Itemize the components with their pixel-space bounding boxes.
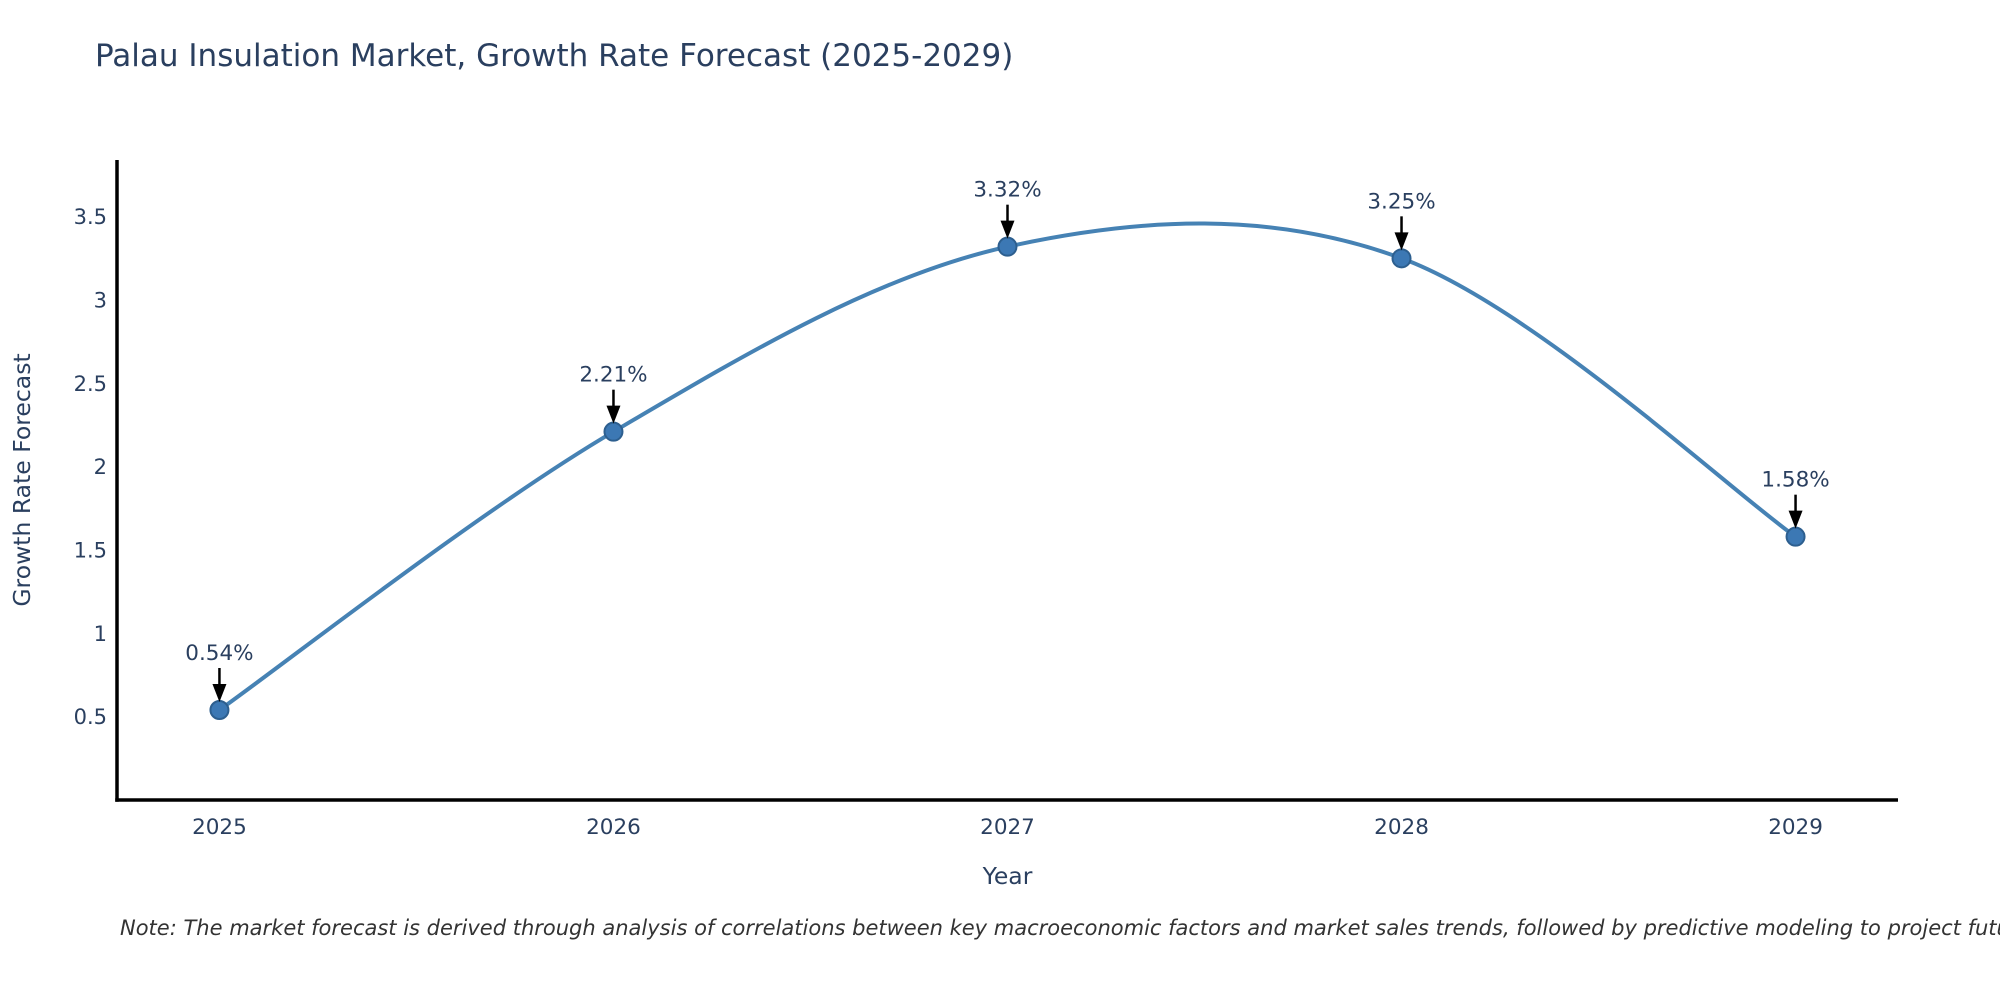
data-point-2026 (603, 421, 624, 442)
data-point-2028 (1391, 248, 1412, 269)
y-tick-label: 1.5 (74, 539, 107, 563)
y-tick-label: 2 (94, 455, 107, 479)
data-point-2027 (997, 236, 1018, 257)
y-tick-label: 2.5 (74, 372, 107, 396)
point-annotation: 2.21% (579, 363, 647, 388)
point-annotation: 0.54% (185, 641, 253, 666)
x-tick-label: 2028 (1374, 815, 1429, 840)
point-annotation: 1.58% (1761, 468, 1829, 493)
x-tick-label: 2029 (1768, 815, 1823, 840)
y-tick-label: 3.5 (74, 205, 107, 229)
y-axis-title: Growth Rate Forecast (8, 353, 36, 606)
footnote: Note: The market forecast is derived thr… (120, 916, 2000, 940)
annotation-arrowhead (1788, 510, 1803, 529)
data-point-2029 (1785, 526, 1806, 547)
annotation-arrowhead (212, 684, 227, 702)
annotation-arrowhead (1000, 220, 1015, 239)
x-tick-label: 2025 (192, 815, 247, 840)
x-tick-label: 2027 (980, 815, 1035, 840)
y-tick-label: 1 (94, 622, 107, 646)
x-tick-label: 2026 (586, 815, 641, 840)
data-point-2025 (209, 700, 230, 720)
annotation-arrowhead (606, 405, 621, 424)
chart-title: Palau Insulation Market, Growth Rate For… (95, 38, 1014, 74)
forecast-line (217, 221, 1798, 712)
y-tick-label: 3 (94, 289, 107, 313)
x-axis-title: Year (982, 862, 1033, 890)
annotation-arrowhead (1394, 232, 1409, 251)
y-tick-label: 0.5 (74, 705, 107, 729)
point-annotation: 3.25% (1367, 189, 1435, 214)
point-annotation: 3.32% (973, 178, 1041, 203)
